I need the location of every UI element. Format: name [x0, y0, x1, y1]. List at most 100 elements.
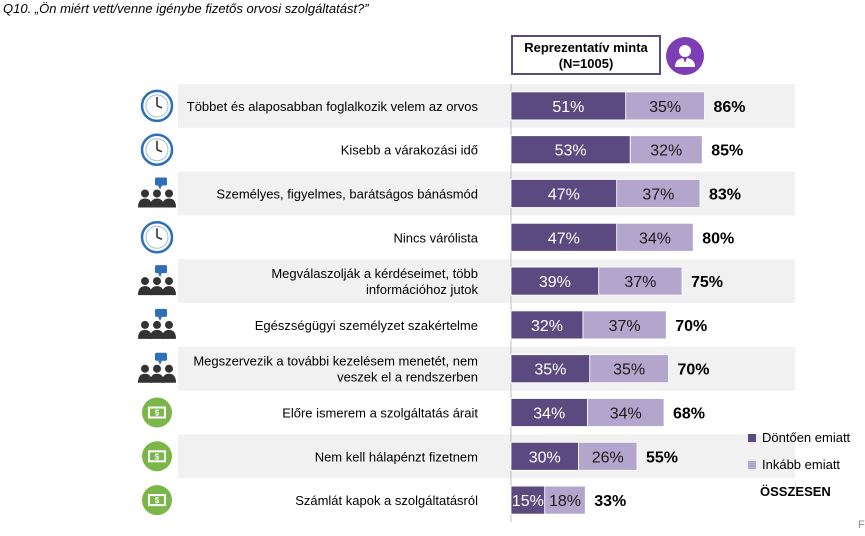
speech-bubble [155, 177, 167, 186]
clock-inner-ring [145, 138, 169, 162]
data-label-series1: 53% [555, 143, 587, 160]
bar-series1 [510, 135, 631, 165]
data-label-series2: 26% [592, 449, 624, 466]
people-chat-icon [138, 352, 176, 383]
clock-hand-hour [156, 148, 163, 153]
legend-total-label: ÖSSZESEN [760, 484, 831, 499]
person-head [141, 277, 149, 286]
clock-inner-ring [145, 225, 169, 249]
sample-label-line1: Reprezentatív minta [524, 40, 648, 55]
person-body [150, 373, 164, 383]
legend-series2: Inkább emiatt [748, 457, 840, 472]
person-body [150, 286, 164, 296]
money-icon: $ [142, 397, 172, 428]
category-label: Megválaszolják a kérdéseimet, több [271, 266, 478, 281]
speech-bubble-tail [158, 360, 162, 365]
sample-label-line2: (N=1005) [558, 56, 614, 71]
data-label-series1: 47% [548, 187, 580, 204]
legend-series1: Döntően emiatt [748, 430, 850, 445]
data-label-series2: 37% [642, 187, 674, 204]
bar-series2 [587, 398, 665, 427]
clock-hand-hour [156, 105, 163, 109]
person-body [162, 286, 176, 296]
total-label: 70% [675, 318, 707, 335]
bar-series1 [510, 398, 588, 427]
total-label: 68% [673, 406, 705, 423]
banknote-inner [150, 452, 164, 461]
people-chat-icon [138, 308, 176, 339]
data-label-series1: 47% [548, 230, 580, 247]
bar-series2 [578, 441, 638, 471]
category-label: Előre ismerem a szolgáltatás árait [282, 406, 478, 421]
footer-mark: F [858, 519, 865, 531]
people-chat-icon [138, 177, 176, 208]
legend-label-series1: Döntően emiatt [762, 430, 851, 445]
row-stripe [178, 259, 795, 303]
data-label-series1: 34% [533, 406, 565, 423]
person-body [138, 198, 152, 208]
bar-series2 [625, 91, 705, 121]
bar-series1 [510, 441, 579, 471]
speech-bubble [155, 265, 167, 274]
bar-series2 [616, 179, 701, 208]
bar-series2 [589, 354, 669, 384]
category-label: veszek el a rendszerben [337, 370, 478, 385]
data-label-series1: 15% [512, 493, 544, 510]
people-chat-icon [138, 265, 176, 296]
banknote-inner [150, 496, 164, 505]
total-label: 85% [711, 143, 743, 160]
speech-bubble-tail [158, 316, 162, 321]
person-head [165, 277, 173, 286]
bar-series1 [510, 91, 627, 121]
category-label: Kisebb a várakozási idő [341, 143, 478, 158]
bar-series1 [510, 266, 600, 296]
bar-series2 [598, 266, 683, 296]
bar-series1 [510, 485, 546, 515]
person-body [150, 198, 164, 208]
clock-icon [140, 221, 174, 254]
person-head [153, 320, 161, 329]
data-label-series2: 34% [639, 230, 671, 247]
data-label-series1: 39% [539, 274, 571, 291]
person-head [141, 364, 149, 373]
data-label-series1: 51% [552, 99, 584, 116]
dollar-sign: $ [155, 409, 160, 418]
data-label-series2: 32% [650, 143, 682, 160]
total-label: 70% [678, 362, 710, 379]
category-label: Megszervezik a további kezelésem menetét… [193, 354, 478, 369]
money-icon: $ [142, 441, 172, 472]
question-title: Q10. „Ön miért vett/venne igénybe fizető… [3, 1, 369, 16]
person-body [162, 373, 176, 383]
total-label: 80% [702, 230, 734, 247]
total-label: 33% [594, 493, 626, 510]
money-icon: $ [142, 485, 172, 516]
person-head [165, 320, 173, 329]
total-label: 86% [714, 99, 746, 116]
person-icon [666, 37, 704, 75]
person-body [138, 329, 152, 339]
person-icon-glyph [675, 45, 695, 67]
clock-inner-ring [145, 94, 169, 118]
category-label: Egészségügyi személyzet szakértelme [255, 318, 478, 333]
speech-bubble [155, 352, 167, 361]
dollar-sign: $ [155, 496, 160, 505]
total-label: 55% [646, 449, 678, 466]
category-label: Többet és alaposabban foglalkozik velem … [187, 99, 479, 114]
person-body [150, 329, 164, 339]
data-label-series1: 32% [531, 318, 563, 335]
row-stripe [178, 434, 795, 479]
banknote-inner [150, 408, 164, 417]
total-label: 75% [691, 274, 723, 291]
clock-icon [140, 133, 174, 166]
data-label-series2: 37% [624, 274, 656, 291]
person-head [165, 189, 173, 198]
speech-bubble-tail [158, 185, 162, 190]
bar-series1 [510, 354, 591, 384]
legend-swatch-series2 [748, 460, 756, 469]
bar-series1 [510, 179, 618, 208]
bar-series1 [510, 222, 618, 252]
data-label-series2: 35% [649, 99, 681, 116]
data-label-series2: 18% [549, 493, 581, 510]
speech-bubble [155, 308, 167, 317]
